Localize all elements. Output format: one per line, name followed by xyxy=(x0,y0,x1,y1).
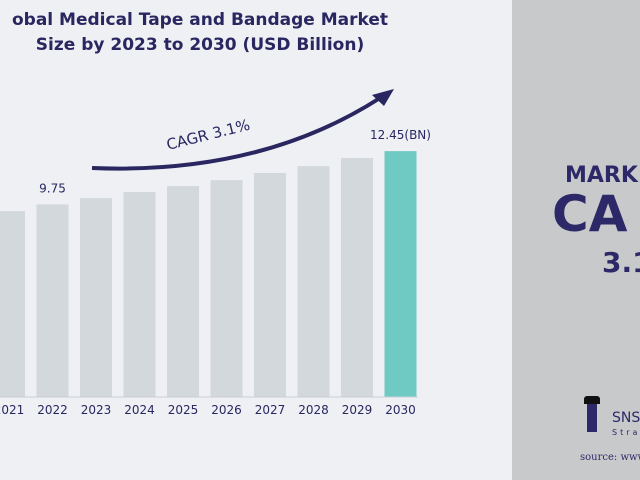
x-tick-label: 2021 xyxy=(0,403,24,417)
logo-icon xyxy=(584,396,600,436)
logo-text: SNS xyxy=(612,410,640,426)
bar-2025 xyxy=(167,186,199,397)
title-line-1: obal Medical Tape and Bandage Market xyxy=(11,10,389,30)
x-tick-label: 2023 xyxy=(81,403,112,417)
cagr-value: 3.1 xyxy=(602,246,640,279)
side-panel: MARK CA 3.1 SNS Stra source: www xyxy=(512,0,640,480)
bar-chart: 2021 2022 9.75 2023 2024 2025 2026 2027 2028 2029… xyxy=(0,89,431,417)
bar-2030 xyxy=(384,151,417,397)
bar-2027 xyxy=(254,173,286,397)
data-label: 9.75 xyxy=(39,181,66,195)
logo-subtext: Stra xyxy=(612,428,640,437)
data-label: 12.45(BN) xyxy=(370,128,431,142)
bar-2023 xyxy=(80,198,112,397)
cagr-arrow-head xyxy=(372,89,394,106)
x-tick-label: 2022 xyxy=(37,403,68,417)
bar-2022 xyxy=(36,204,69,397)
cagr-label: CA xyxy=(552,185,628,243)
bar-2021 xyxy=(0,211,25,397)
cagr-arrow xyxy=(91,96,382,171)
x-tick-label: 2025 xyxy=(168,403,199,417)
bar-2024 xyxy=(123,191,156,397)
bar-2028 xyxy=(297,166,330,397)
title-line-2: Size by 2023 to 2030 (USD Billion) xyxy=(35,35,365,55)
x-tick-label: 2026 xyxy=(211,403,242,417)
bar-2026 xyxy=(210,180,243,397)
chart-title: obal Medical Tape and Bandage Market Siz… xyxy=(0,8,430,58)
market-label: MARK xyxy=(565,163,638,188)
bar-2029 xyxy=(341,158,373,397)
x-tick-label: 2024 xyxy=(124,403,155,417)
cagr-annotation: CAGR 3.1% xyxy=(165,116,252,154)
x-tick-label: 2027 xyxy=(255,403,286,417)
x-tick-label: 2030 xyxy=(385,403,416,417)
x-tick-label: 2028 xyxy=(298,403,329,417)
source-text: source: www xyxy=(580,452,640,463)
x-tick-label: 2029 xyxy=(342,403,373,417)
